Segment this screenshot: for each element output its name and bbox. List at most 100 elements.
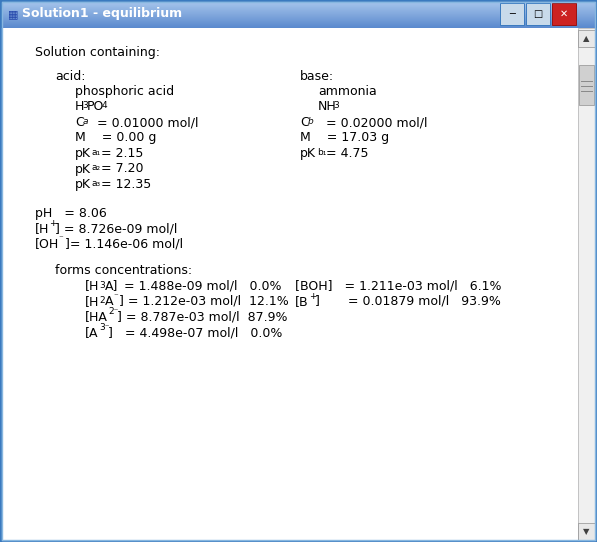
Bar	[0, 10, 597, 11]
Text: ▦: ▦	[8, 9, 19, 19]
Text: 2: 2	[99, 296, 104, 305]
Text: a₁: a₁	[92, 148, 101, 157]
Bar	[0, 2, 597, 3]
Bar	[0, 20, 597, 21]
Text: 3: 3	[333, 101, 338, 111]
Bar	[0, 0, 597, 2]
Text: acid:: acid:	[55, 69, 85, 82]
Text: ] = 1.212e-03 mol/l  12.1%: ] = 1.212e-03 mol/l 12.1%	[119, 295, 289, 308]
Text: +: +	[309, 292, 316, 301]
Bar	[0, 22, 597, 23]
Text: ▼: ▼	[583, 527, 590, 536]
Bar	[578, 28, 595, 540]
Bar	[0, 19, 597, 20]
Text: 3: 3	[82, 101, 88, 111]
Text: a: a	[83, 117, 88, 126]
Text: [H: [H	[85, 280, 99, 293]
Text: = 4.75: = 4.75	[326, 147, 368, 160]
Text: = 2.15: = 2.15	[101, 147, 143, 160]
Text: 3⁻: 3⁻	[99, 323, 109, 332]
Text: [H: [H	[85, 295, 99, 308]
Bar	[0, 13, 597, 14]
Bar	[578, 523, 595, 540]
Bar	[0, 7, 597, 8]
Text: A]: A]	[105, 280, 118, 293]
Text: M    = 0.00 g: M = 0.00 g	[75, 132, 156, 145]
Bar	[0, 26, 597, 27]
Text: ] = 8.726e-09 mol/l: ] = 8.726e-09 mol/l	[55, 222, 177, 235]
Bar	[0, 11, 597, 12]
Bar	[0, 27, 597, 28]
Text: ▲: ▲	[583, 34, 590, 43]
Text: b: b	[308, 117, 314, 126]
Text: ✕: ✕	[560, 9, 568, 19]
Text: NH: NH	[318, 100, 337, 113]
Bar	[579, 65, 594, 105]
Bar	[0, 5, 597, 6]
Bar	[578, 30, 595, 47]
Text: [HA: [HA	[85, 311, 108, 324]
Text: pK: pK	[300, 147, 316, 160]
Bar	[0, 15, 597, 16]
Text: [A: [A	[85, 326, 99, 339]
Bar	[0, 4, 597, 5]
Text: b₁: b₁	[317, 148, 327, 157]
Text: PO: PO	[87, 100, 104, 113]
Bar	[0, 16, 597, 17]
Text: = 12.35: = 12.35	[101, 178, 151, 191]
Bar	[0, 8, 597, 9]
Bar	[0, 25, 597, 26]
Text: ⁻: ⁻	[58, 235, 63, 243]
Bar	[0, 6, 597, 7]
Bar	[552, 3, 576, 25]
Text: phosphoric acid: phosphoric acid	[75, 85, 174, 98]
Text: ] = 8.787e-03 mol/l  87.9%: ] = 8.787e-03 mol/l 87.9%	[117, 311, 288, 324]
Bar	[0, 17, 597, 18]
Text: ammonia: ammonia	[318, 85, 377, 98]
Text: pK: pK	[75, 147, 91, 160]
Text: 3: 3	[99, 281, 104, 289]
Text: [OH: [OH	[35, 237, 59, 250]
Bar	[0, 0, 597, 1]
Bar	[0, 24, 597, 25]
Text: H: H	[75, 100, 84, 113]
Text: Solution1 - equilibrium: Solution1 - equilibrium	[22, 8, 182, 21]
Bar	[500, 3, 524, 25]
Text: C: C	[75, 116, 84, 129]
Text: [BOH]   = 1.211e-03 mol/l   6.1%: [BOH] = 1.211e-03 mol/l 6.1%	[295, 280, 501, 293]
Bar	[0, 18, 597, 19]
Text: = 7.20: = 7.20	[101, 163, 143, 176]
Bar	[0, 3, 597, 4]
Text: = 1.488e-09 mol/l   0.0%: = 1.488e-09 mol/l 0.0%	[120, 280, 282, 293]
Bar	[0, 9, 597, 10]
Bar	[0, 23, 597, 24]
Bar	[0, 21, 597, 22]
Bar	[526, 3, 550, 25]
Text: 4: 4	[102, 101, 107, 111]
Text: base:: base:	[300, 69, 334, 82]
Text: forms concentrations:: forms concentrations:	[55, 264, 192, 277]
Text: a₂: a₂	[92, 164, 101, 172]
Text: C: C	[300, 116, 309, 129]
Text: [H: [H	[35, 222, 50, 235]
Text: a₃: a₃	[92, 179, 101, 188]
Bar	[0, 14, 597, 15]
Text: □: □	[533, 9, 543, 19]
Bar	[0, 12, 597, 13]
Text: pK: pK	[75, 163, 91, 176]
Text: Solution containing:: Solution containing:	[35, 46, 160, 59]
Text: ⁻: ⁻	[113, 292, 118, 301]
Text: A: A	[105, 295, 113, 308]
Text: M    = 17.03 g: M = 17.03 g	[300, 132, 389, 145]
Text: ]       = 0.01879 mol/l   93.9%: ] = 0.01879 mol/l 93.9%	[315, 295, 501, 308]
Text: ]= 1.146e-06 mol/l: ]= 1.146e-06 mol/l	[65, 237, 183, 250]
Text: [B: [B	[295, 295, 309, 308]
Text: = 0.01000 mol/l: = 0.01000 mol/l	[89, 116, 198, 129]
Text: = 0.02000 mol/l: = 0.02000 mol/l	[314, 116, 427, 129]
Text: ─: ─	[509, 9, 515, 19]
Text: ]   = 4.498e-07 mol/l   0.0%: ] = 4.498e-07 mol/l 0.0%	[108, 326, 282, 339]
Text: +: +	[49, 219, 57, 228]
Text: pK: pK	[75, 178, 91, 191]
Text: pH   = 8.06: pH = 8.06	[35, 207, 107, 220]
Bar	[0, 1, 597, 2]
